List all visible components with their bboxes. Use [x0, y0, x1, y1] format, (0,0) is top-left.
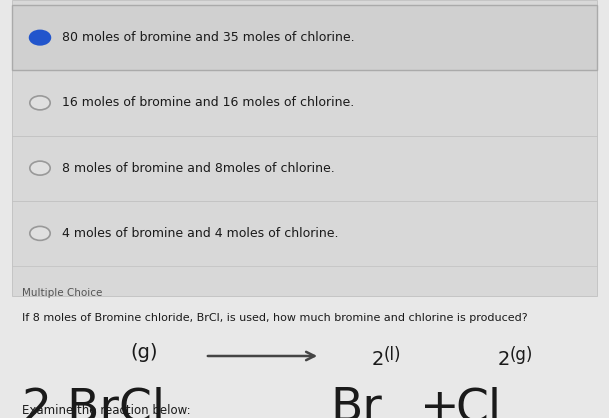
Text: (g): (g): [130, 343, 158, 362]
Bar: [12, 135, 597, 201]
Text: 80 moles of bromine and 35 moles of chlorine.: 80 moles of bromine and 35 moles of chlo…: [62, 31, 354, 44]
Circle shape: [30, 227, 50, 240]
Bar: [12, 5, 597, 70]
Circle shape: [30, 96, 50, 110]
Circle shape: [30, 31, 50, 45]
Text: 4 moles of bromine and 4 moles of chlorine.: 4 moles of bromine and 4 moles of chlori…: [62, 227, 339, 240]
Text: Examine the reaction below:: Examine the reaction below:: [22, 404, 191, 417]
Text: 16 moles of bromine and 16 moles of chlorine.: 16 moles of bromine and 16 moles of chlo…: [62, 97, 354, 110]
Bar: [12, 201, 597, 266]
Text: Br: Br: [330, 386, 382, 418]
Text: +: +: [420, 386, 460, 418]
Text: (l): (l): [384, 346, 401, 364]
Text: Cl: Cl: [455, 386, 501, 418]
Text: Multiple Choice: Multiple Choice: [22, 288, 102, 298]
Text: 2 BrCl: 2 BrCl: [22, 386, 165, 418]
Bar: [12, 70, 597, 135]
Text: 2: 2: [372, 350, 384, 369]
Text: If 8 moles of Bromine chloride, BrCl, is used, how much bromine and chlorine is : If 8 moles of Bromine chloride, BrCl, is…: [22, 313, 527, 323]
Bar: [12, 0, 597, 296]
Circle shape: [30, 161, 50, 175]
Text: (g): (g): [510, 346, 533, 364]
Text: 2: 2: [498, 350, 510, 369]
Text: 8 moles of bromine and 8moles of chlorine.: 8 moles of bromine and 8moles of chlorin…: [62, 162, 335, 175]
